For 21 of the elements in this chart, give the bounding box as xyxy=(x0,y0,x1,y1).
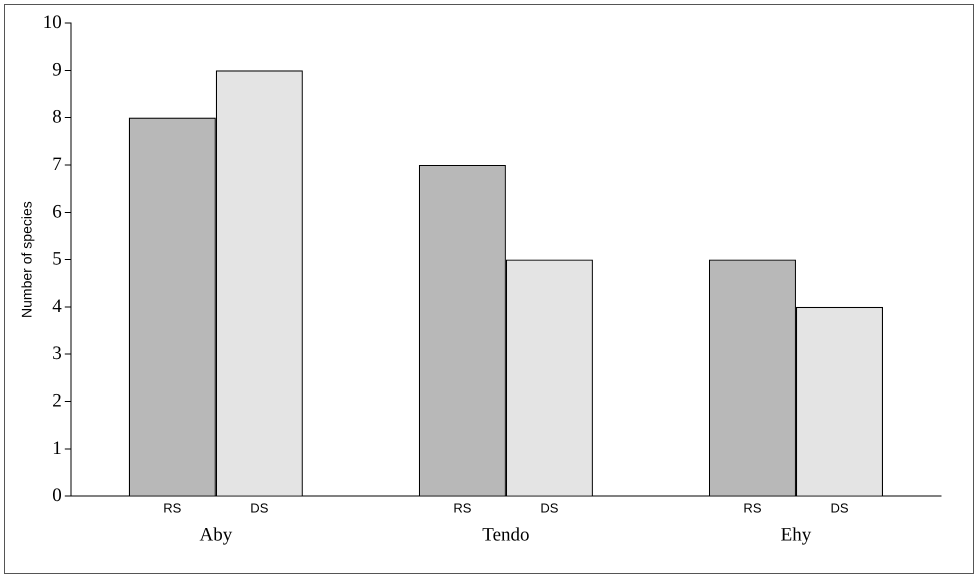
text: RS xyxy=(453,500,472,516)
y-axis-title: Number of species xyxy=(18,201,34,318)
y-tick-label: 5 xyxy=(52,248,62,270)
text: RS xyxy=(743,500,762,516)
text: DS xyxy=(540,500,558,516)
y-tick-label: 9 xyxy=(52,59,62,80)
series-label: DS xyxy=(250,500,269,516)
y-tick-label: 8 xyxy=(52,106,62,128)
y-tick-label: 7 xyxy=(52,154,62,175)
x-tick-label: Ehy xyxy=(780,524,812,546)
y-tick-label: 3 xyxy=(52,343,62,364)
y-tick-label: 10 xyxy=(42,12,62,33)
y-tick-label: 4 xyxy=(52,296,62,317)
y-tick-label: 0 xyxy=(52,485,62,506)
y-tick-label: 2 xyxy=(52,390,62,412)
x-tick-label: Aby xyxy=(199,524,233,546)
series-label: RS xyxy=(163,500,182,516)
y-tick-label: 6 xyxy=(52,201,62,222)
y-tick-label: 1 xyxy=(52,438,62,459)
text: DS xyxy=(830,500,849,516)
x-tick-label: Tendo xyxy=(482,524,530,546)
